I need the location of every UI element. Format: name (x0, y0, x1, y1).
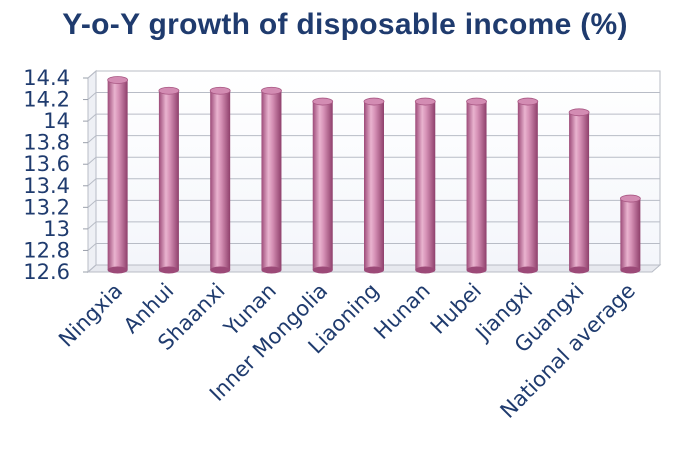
chart-title: Y-o-Y growth of disposable income (%) (62, 8, 628, 41)
bar-cap (209, 86, 231, 95)
y-tick-label: 13.4 (23, 174, 70, 198)
bar (158, 86, 180, 274)
bar (517, 97, 539, 274)
bar-base (158, 266, 179, 274)
bar-cap (619, 194, 641, 203)
bar-cap (158, 86, 180, 95)
y-tick-label: 13.6 (23, 152, 70, 176)
y-tick-label: 14 (43, 109, 70, 133)
bar (466, 97, 487, 274)
bar-cap (517, 97, 539, 106)
bar-cap (261, 86, 282, 95)
bar-base (466, 266, 487, 274)
x-tick-label: Hunan (369, 279, 434, 344)
bar-body (569, 112, 590, 270)
bar (363, 97, 385, 274)
bar-base (620, 266, 641, 274)
bar-base (210, 266, 231, 274)
bar-body (364, 101, 384, 270)
bar-body (620, 198, 641, 270)
bar-base (569, 266, 590, 274)
bar-cap (466, 97, 487, 106)
bar (414, 97, 436, 274)
y-tick-label: 14.2 (23, 88, 70, 112)
y-tick-label: 13.8 (23, 131, 70, 155)
bar (261, 86, 282, 274)
y-tick-label: 13 (43, 217, 70, 241)
bar-body (210, 90, 231, 271)
bar-cap (312, 97, 334, 106)
bar (619, 194, 641, 274)
gridline (87, 70, 660, 79)
bar-body (415, 101, 436, 270)
bar-base (517, 266, 538, 274)
bar-body (261, 90, 282, 271)
bar-cap (568, 108, 590, 117)
bar-cap (414, 97, 436, 106)
bar-body (312, 101, 333, 270)
bar (312, 97, 334, 274)
bar-base (364, 266, 384, 274)
bar-body (466, 101, 487, 270)
bar-body (517, 101, 538, 270)
bar-cap (363, 97, 385, 106)
bar (568, 108, 590, 274)
bar (107, 76, 129, 274)
bar (209, 86, 231, 274)
plot-side-wall (87, 69, 97, 274)
bars (107, 76, 641, 274)
x-tick-label: Ningxia (54, 279, 127, 352)
bar-base (312, 266, 333, 274)
bar-base (415, 266, 436, 274)
gridline (87, 92, 660, 100)
bar-base (261, 266, 282, 274)
bar-body (158, 90, 179, 271)
y-tick-label: 12.8 (23, 238, 70, 262)
bar-cap (107, 76, 129, 84)
y-tick-label: 12.6 (23, 260, 70, 284)
bar-body (107, 80, 128, 270)
y-tick-label: 13.2 (23, 195, 70, 219)
y-tick-label: 14.4 (23, 66, 70, 90)
bar-base (107, 266, 128, 274)
